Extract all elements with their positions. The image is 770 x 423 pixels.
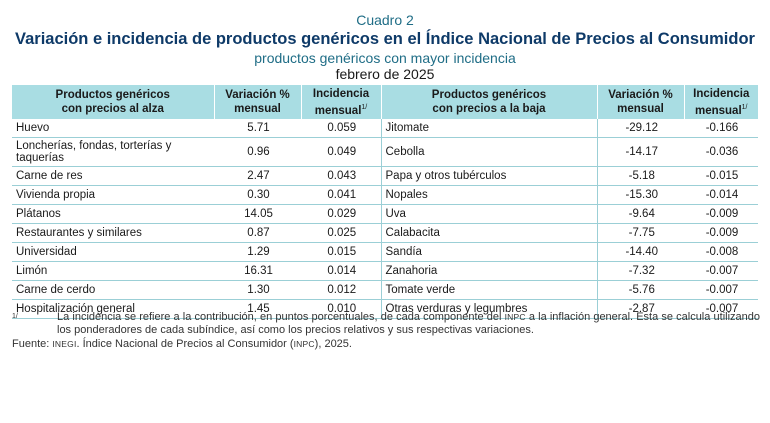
- table-row: Carne de res 2.47 0.043 Papa y otros tub…: [12, 166, 758, 186]
- up-product-cell: Hospitalización general: [12, 299, 214, 319]
- down-product-cell: Zanahoria: [380, 261, 597, 281]
- table-row: Huevo 5.71 0.059 Jitomate -29.12 -0.166: [12, 119, 758, 138]
- up-product-cell: Plátanos: [12, 204, 214, 224]
- up-variation-cell: 2.47: [214, 166, 301, 186]
- down-variation-cell: -14.17: [596, 137, 684, 167]
- period-label: febrero de 2025: [335, 66, 435, 82]
- down-product-cell: Nopales: [380, 185, 597, 205]
- down-product-cell: Uva: [380, 204, 597, 224]
- up-variation-cell: 1.30: [214, 280, 301, 300]
- page-title: Variación e incidencia de productos gené…: [15, 30, 755, 48]
- up-product-cell: Universidad: [12, 242, 214, 262]
- up-variation-cell: 1.29: [214, 242, 301, 262]
- down-incidence-cell: -0.014: [684, 185, 758, 205]
- table-row: Restaurantes y similares 0.87 0.025 Cala…: [12, 223, 758, 243]
- down-product-cell: Jitomate: [380, 119, 597, 138]
- up-variation-cell: 14.05: [214, 204, 301, 224]
- down-variation-cell: -9.64: [596, 204, 684, 224]
- up-variation-cell: 0.30: [214, 185, 301, 205]
- down-incidence-cell: -0.009: [684, 223, 758, 243]
- down-product-cell: Sandía: [380, 242, 597, 262]
- up-product-cell: Vivienda propia: [12, 185, 214, 205]
- up-incidence-cell: 0.029: [301, 204, 381, 224]
- table-kicker: Cuadro 2: [356, 12, 414, 28]
- down-variation-cell: -2.87: [596, 299, 684, 319]
- table-row: Limón 16.31 0.014 Zanahoria -7.32 -0.007: [12, 261, 758, 281]
- down-variation-cell: -29.12: [596, 119, 684, 138]
- down-incidence-cell: -0.009: [684, 204, 758, 224]
- down-variation-cell: -5.76: [596, 280, 684, 300]
- table-row: Loncherías, fondas, torterías y taquería…: [12, 137, 758, 167]
- up-incidence-cell: 0.025: [301, 223, 381, 243]
- up-variation-cell: 0.96: [214, 137, 301, 167]
- col-header-up-variation: Variación % mensual: [214, 85, 302, 119]
- up-variation-cell: 16.31: [214, 261, 301, 281]
- source-note: Fuente: INEGI. Índice Nacional de Precio…: [12, 338, 352, 350]
- footnote-ref: 1/: [361, 103, 368, 111]
- up-product-cell: Carne de cerdo: [12, 280, 214, 300]
- products-table: Productos genéricos con precios al alza V…: [12, 85, 758, 319]
- up-incidence-cell: 0.015: [301, 242, 381, 262]
- down-incidence-cell: -0.007: [684, 261, 758, 281]
- down-incidence-cell: -0.166: [684, 119, 758, 138]
- down-incidence-cell: -0.015: [684, 166, 758, 186]
- down-variation-cell: -7.32: [596, 261, 684, 281]
- up-incidence-cell: 0.049: [301, 137, 381, 167]
- col-header-up-incidence: Incidencia mensual1/: [301, 85, 382, 119]
- up-incidence-cell: 0.041: [301, 185, 381, 205]
- down-incidence-cell: -0.008: [684, 242, 758, 262]
- down-product-cell: Calabacita: [380, 223, 597, 243]
- up-product-cell: Limón: [12, 261, 214, 281]
- table-row: Universidad 1.29 0.015 Sandía -14.40 -0.…: [12, 242, 758, 262]
- footnote-mark: 1/: [12, 313, 18, 320]
- down-incidence-cell: -0.036: [684, 137, 758, 167]
- footnote-ref: 1/: [741, 103, 748, 111]
- table-row: Plátanos 14.05 0.029 Uva -9.64 -0.009: [12, 204, 758, 224]
- down-variation-cell: -5.18: [596, 166, 684, 186]
- col-header-down-variation: Variación % mensual: [597, 85, 685, 119]
- col-header-down-product: Productos genéricos con precios a la baja: [381, 85, 598, 119]
- up-variation-cell: 1.45: [214, 299, 301, 319]
- up-product-cell: Huevo: [12, 119, 214, 138]
- up-incidence-cell: 0.059: [301, 119, 381, 138]
- down-product-cell: Otras verduras y legumbres: [380, 299, 597, 319]
- up-variation-cell: 0.87: [214, 223, 301, 243]
- up-incidence-cell: 0.012: [301, 280, 381, 300]
- down-incidence-cell: -0.007: [684, 299, 758, 319]
- down-variation-cell: -15.30: [596, 185, 684, 205]
- up-incidence-cell: 0.014: [301, 261, 381, 281]
- down-variation-cell: -7.75: [596, 223, 684, 243]
- col-header-up-product: Productos genéricos con precios al alza: [12, 85, 215, 119]
- down-variation-cell: -14.40: [596, 242, 684, 262]
- up-incidence-cell: 0.043: [301, 166, 381, 186]
- footnote-text: La incidencia se refiere a la contribuci…: [57, 311, 760, 336]
- table-row: Vivienda propia 0.30 0.041 Nopales -15.3…: [12, 185, 758, 205]
- table-row: Hospitalización general 1.45 0.010 Otras…: [12, 299, 758, 319]
- down-product-cell: Papa y otros tubérculos: [380, 166, 597, 186]
- table-notes: 1/ La incidencia se refiere a la contrib…: [12, 311, 760, 351]
- table-header-row: Productos genéricos con precios al alza V…: [12, 85, 758, 119]
- page-subtitle: productos genéricos con mayor incidencia: [254, 50, 516, 66]
- up-product-cell: Restaurantes y similares: [12, 223, 214, 243]
- down-incidence-cell: -0.007: [684, 280, 758, 300]
- up-product-cell: Loncherías, fondas, torterías y taquería…: [12, 137, 214, 167]
- up-product-cell: Carne de res: [12, 166, 214, 186]
- down-product-cell: Cebolla: [380, 137, 597, 167]
- col-header-down-incidence: Incidencia mensual1/: [684, 85, 758, 119]
- up-incidence-cell: 0.010: [301, 299, 381, 319]
- table-row: Carne de cerdo 1.30 0.012 Tomate verde -…: [12, 280, 758, 300]
- down-product-cell: Tomate verde: [380, 280, 597, 300]
- footnote: 1/ La incidencia se refiere a la contrib…: [12, 311, 760, 337]
- up-variation-cell: 5.71: [214, 119, 301, 138]
